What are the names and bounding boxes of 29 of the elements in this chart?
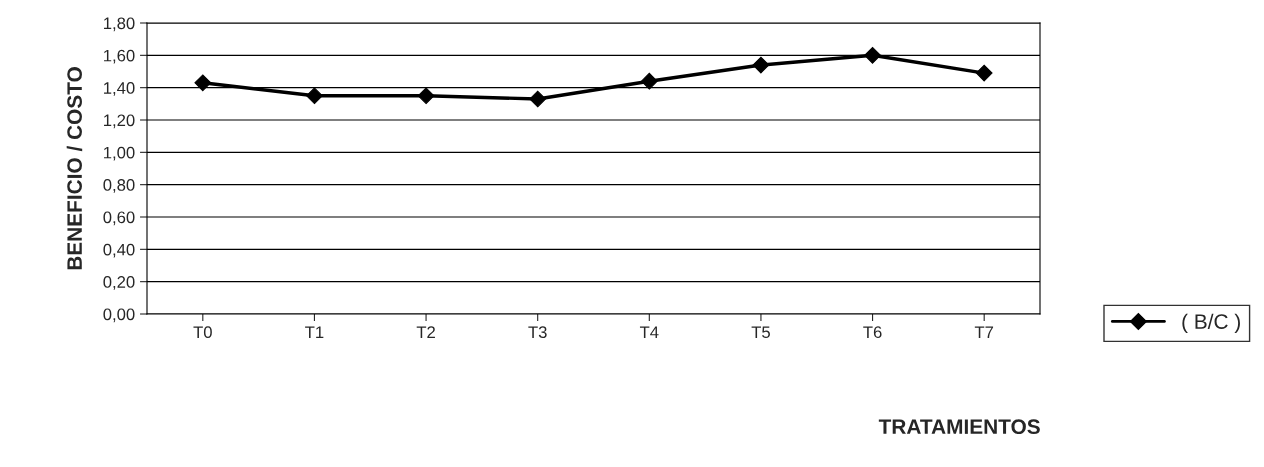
point [306,87,323,105]
y-tick-label: 0,80 [103,179,135,193]
point [640,72,658,90]
x-axis-title: TRATAMIENTOS [878,419,1040,435]
y-tick-label: 1,20 [104,114,135,129]
y-tick-label: 1,80 [104,17,135,32]
point [752,56,770,74]
x-tick-label: T1 [305,326,324,338]
x-tick-label: T2 [416,326,435,338]
y-tick-label: 0,20 [103,276,135,290]
point [529,90,547,108]
x-tick-label: T4 [639,326,659,338]
legend-label: ( B/C ) [1182,313,1240,334]
y-tick-label: 0,00 [103,308,135,323]
y-tick-label: 0,60 [103,211,135,226]
point [975,64,993,82]
point [194,74,212,92]
y-tick-label: 1,00 [104,146,135,161]
y-tick-label: 1,60 [104,49,135,64]
x-tick-label: T0 [193,326,212,339]
y-tick-label: 1,40 [104,82,135,96]
point [864,46,881,64]
y-axis-title: BENEFICIO / COSTO [66,67,83,270]
x-tick-label: T3 [528,326,547,339]
x-tick-label: T6 [863,326,882,339]
point [417,87,435,105]
x-tick-label: T7 [974,326,994,338]
x-tick-label: T5 [751,326,770,339]
y-tick-label: 0,40 [103,243,135,258]
